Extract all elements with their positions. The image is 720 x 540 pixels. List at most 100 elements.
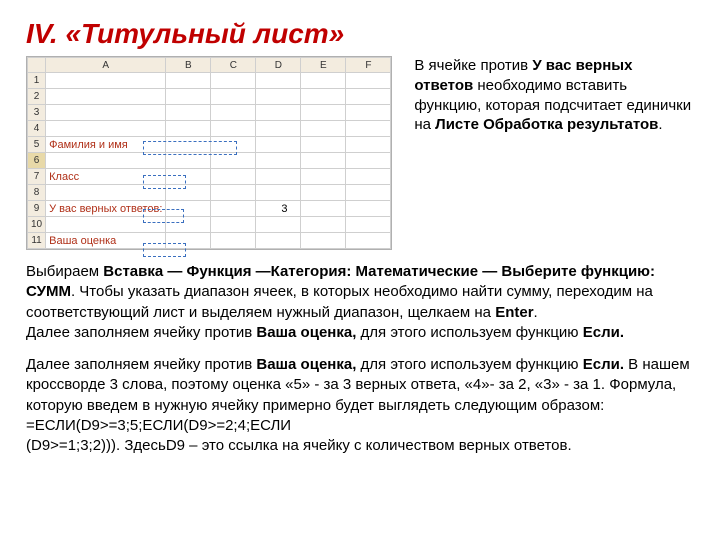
cell: [301, 233, 346, 249]
text: .: [658, 116, 662, 133]
cell: [166, 137, 211, 153]
cell: [301, 185, 346, 201]
cell: [166, 89, 211, 105]
text: .: [534, 304, 538, 321]
cell: [256, 233, 301, 249]
cell: Ваша оценка: [46, 233, 166, 249]
row-header: 5: [28, 137, 46, 153]
cell: [256, 137, 301, 153]
text: для этого используем функцию: [356, 356, 582, 373]
cell: [166, 73, 211, 89]
cell: [166, 121, 211, 137]
cell: [46, 89, 166, 105]
cell: [256, 153, 301, 169]
cell: [211, 121, 256, 137]
cell: [256, 89, 301, 105]
cell: [211, 169, 256, 185]
cell: [301, 89, 346, 105]
cell: [346, 89, 391, 105]
cell: [346, 233, 391, 249]
text: Далее заполняем ячейку против: [26, 324, 256, 341]
col-header: C: [211, 58, 256, 73]
cell: [46, 217, 166, 233]
cell: [166, 185, 211, 201]
cell: Класс: [46, 169, 166, 185]
row-header: 11: [28, 233, 46, 249]
col-header: D: [256, 58, 301, 73]
cell: [346, 169, 391, 185]
cell: [256, 105, 301, 121]
cell: [301, 105, 346, 121]
right-paragraph: В ячейке против У вас верных ответов нео…: [414, 56, 694, 135]
cell: [301, 217, 346, 233]
spreadsheet-screenshot: ABCDEF12345Фамилия и имя67Класс89У вас в…: [26, 56, 392, 250]
paragraph-2: Далее заполняем ячейку против Ваша оценк…: [26, 355, 694, 456]
text: . Чтобы указать диапазон ячеек, в которы…: [26, 283, 653, 320]
text: Выбираем: [26, 263, 103, 280]
cell: [166, 153, 211, 169]
cell: [211, 185, 256, 201]
cell: [211, 73, 256, 89]
row-header: 3: [28, 105, 46, 121]
cell: [301, 137, 346, 153]
row-header: 6: [28, 153, 46, 169]
cell: [166, 217, 211, 233]
cell: [46, 185, 166, 201]
cell: [301, 73, 346, 89]
cell: 3: [256, 201, 301, 217]
slide-title: IV. «Титульный лист»: [26, 18, 694, 50]
col-header: B: [166, 58, 211, 73]
col-header: F: [346, 58, 391, 73]
cell: [301, 121, 346, 137]
cell: [46, 121, 166, 137]
cell: [46, 153, 166, 169]
cell: [256, 169, 301, 185]
cell: [211, 201, 256, 217]
col-header: [28, 58, 46, 73]
cell: [346, 137, 391, 153]
text-bold: Листе Обработка результатов: [435, 116, 658, 133]
cell: [346, 185, 391, 201]
row-header: 4: [28, 121, 46, 137]
cell: [346, 73, 391, 89]
cell: [166, 233, 211, 249]
cell: [211, 137, 256, 153]
cell: [256, 121, 301, 137]
cell: [256, 73, 301, 89]
paragraph-1: Выбираем Вставка — Функция —Категория: М…: [26, 262, 694, 343]
cell: [256, 217, 301, 233]
text-bold: Если.: [583, 324, 624, 341]
cell: [166, 105, 211, 121]
text: Далее заполняем ячейку против: [26, 356, 256, 373]
cell: [256, 185, 301, 201]
cell: [46, 105, 166, 121]
cell: [301, 153, 346, 169]
cell: [301, 169, 346, 185]
row-header: 9: [28, 201, 46, 217]
text-bold: Ваша оценка,: [256, 356, 356, 373]
cell: Фамилия и имя: [46, 137, 166, 153]
col-header: E: [301, 58, 346, 73]
cell: [211, 89, 256, 105]
cell: У вас верных ответов:: [46, 201, 166, 217]
text-bold: Ваша оценка,: [256, 324, 356, 341]
cell: [166, 169, 211, 185]
cell: [211, 153, 256, 169]
cell: [211, 233, 256, 249]
cell: [166, 201, 211, 217]
cell: [346, 121, 391, 137]
cell: [346, 105, 391, 121]
cell: [346, 201, 391, 217]
cell: [211, 217, 256, 233]
cell: [211, 105, 256, 121]
row-header: 1: [28, 73, 46, 89]
text-bold: Enter: [495, 304, 533, 321]
text: В ячейке против: [414, 57, 532, 74]
col-header: A: [46, 58, 166, 73]
cell: [301, 201, 346, 217]
cell: [346, 153, 391, 169]
text: для этого используем функцию: [356, 324, 582, 341]
row-header: 8: [28, 185, 46, 201]
text-bold: Если.: [583, 356, 624, 373]
cell: [346, 217, 391, 233]
